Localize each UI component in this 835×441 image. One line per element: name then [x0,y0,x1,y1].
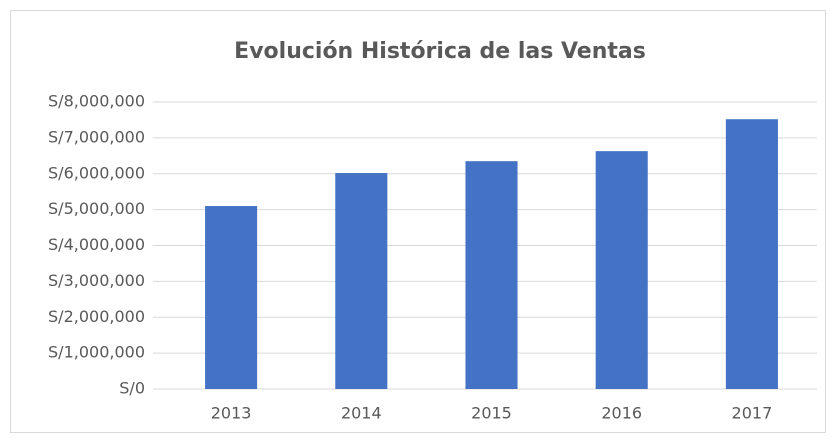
bar [595,151,648,389]
y-tick-label: S/5,000,000 [48,199,145,218]
y-tick-label: S/8,000,000 [48,92,145,111]
x-tick-label: 2017 [732,404,773,423]
y-tick-label: S/3,000,000 [48,271,145,290]
x-tick-label: 2016 [601,404,642,423]
chart-title: Evolución Histórica de las Ventas [234,39,646,64]
y-tick-label: S/1,000,000 [48,343,145,362]
y-tick-label: S/2,000,000 [48,307,145,326]
y-tick-label: S/0 [119,379,145,398]
bar [205,206,258,389]
y-tick-label: S/6,000,000 [48,163,145,182]
x-tick-label: 2015 [471,404,512,423]
y-tick-label: S/7,000,000 [48,127,145,146]
x-tick-label: 2013 [211,404,252,423]
chart-border [10,10,826,433]
y-tick-label: S/4,000,000 [48,235,145,254]
bar [335,173,388,389]
bar [725,119,778,389]
bar [465,161,518,389]
x-tick-label: 2014 [341,404,382,423]
